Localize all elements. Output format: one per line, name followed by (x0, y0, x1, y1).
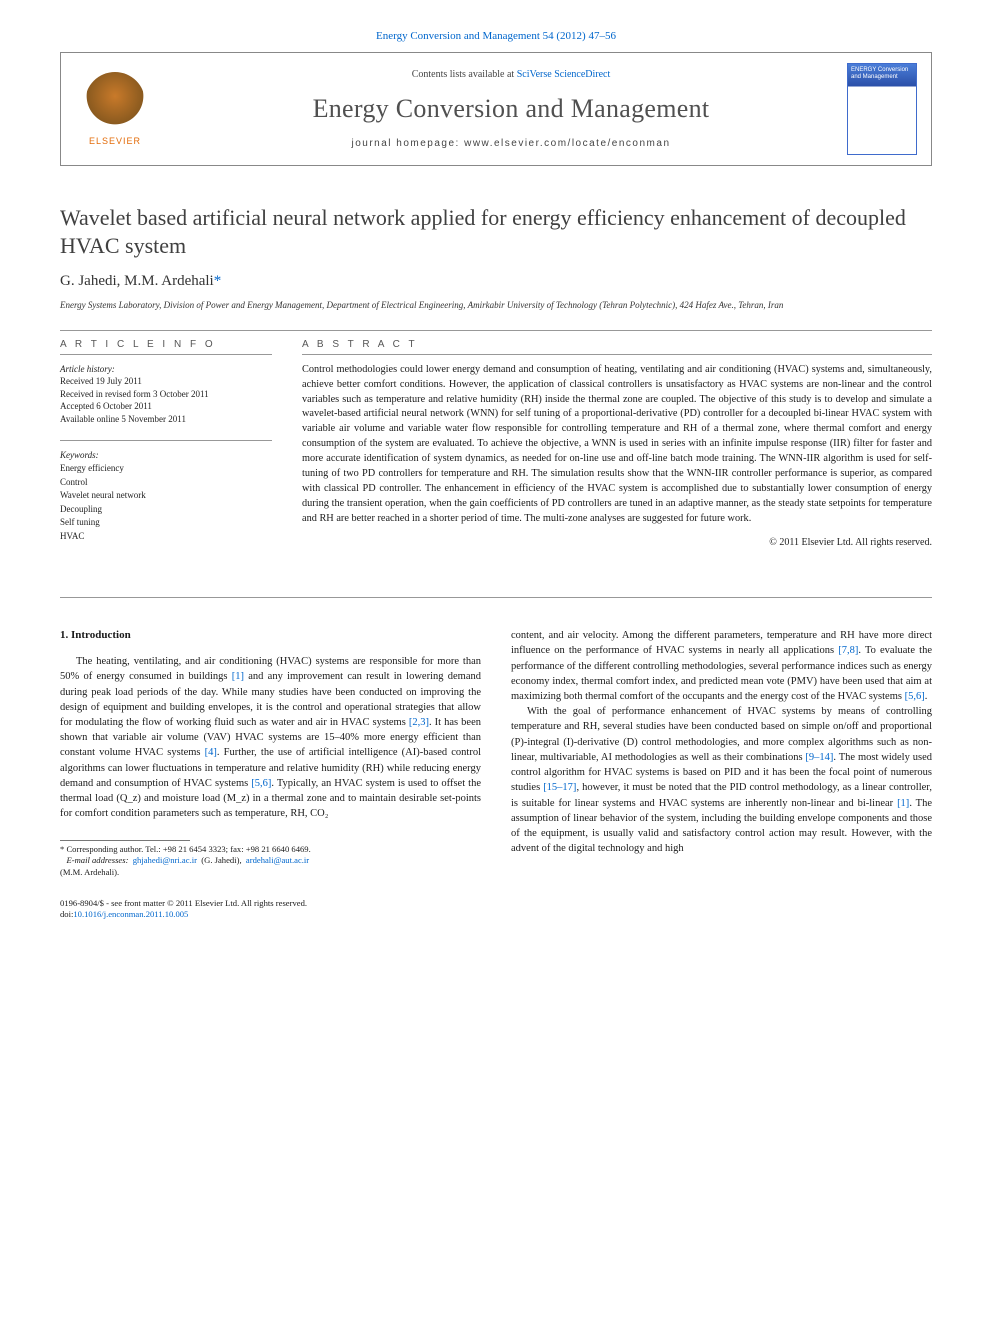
journal-name: Energy Conversion and Management (175, 94, 847, 124)
article-info-label: A R T I C L E I N F O (60, 339, 272, 350)
email-owner: (G. Jahedi), (201, 855, 241, 865)
history-label: Article history: (60, 364, 115, 374)
footnote-separator (60, 840, 190, 841)
online-line: Available online 5 November 2011 (60, 414, 186, 424)
corresponding-marker: * (214, 273, 222, 289)
keyword-item: Self tuning (60, 517, 100, 527)
email-label: E-mail addresses: (66, 855, 128, 865)
keyword-item: Decoupling (60, 504, 102, 514)
citation-link[interactable]: [1] (232, 671, 244, 682)
journal-header-box: ELSEVIER Contents lists available at Sci… (60, 52, 932, 166)
abstract-text: Control methodologies could lower energy… (302, 354, 932, 527)
body-column-left: 1. Introduction The heating, ventilating… (60, 628, 481, 878)
contents-available-line: Contents lists available at SciVerse Sci… (175, 69, 847, 80)
info-abstract-row: A R T I C L E I N F O Article history: R… (60, 339, 932, 557)
homepage-prefix: journal homepage: (351, 138, 464, 149)
journal-reference-link[interactable]: Energy Conversion and Management 54 (201… (60, 30, 932, 42)
cover-label: ENERGY Conversion and Management (851, 67, 913, 80)
body-text: . (925, 691, 928, 702)
doi-link[interactable]: 10.1016/j.enconman.2011.10.005 (73, 909, 188, 919)
citation-link[interactable]: [1] (897, 798, 909, 809)
citation-link[interactable]: [9–14] (805, 752, 833, 763)
abstract-label: A B S T R A C T (302, 339, 932, 350)
keyword-item: HVAC (60, 531, 84, 541)
article-info-column: A R T I C L E I N F O Article history: R… (60, 339, 272, 557)
keyword-item: Control (60, 477, 88, 487)
citation-link[interactable]: [5,6] (905, 691, 925, 702)
affiliation: Energy Systems Laboratory, Division of P… (60, 300, 932, 312)
body-columns: 1. Introduction The heating, ventilating… (60, 628, 932, 878)
received-line: Received 19 July 2011 (60, 376, 142, 386)
body-column-right: content, and air velocity. Among the dif… (511, 628, 932, 878)
citation-link[interactable]: [5,6] (251, 778, 271, 789)
author-email-link[interactable]: ghjahedi@nri.ac.ir (133, 855, 197, 865)
elsevier-logo: ELSEVIER (75, 64, 155, 154)
journal-homepage-line: journal homepage: www.elsevier.com/locat… (175, 138, 847, 149)
sciencedirect-link[interactable]: SciVerse ScienceDirect (517, 69, 611, 80)
front-matter-line: 0196-8904/$ - see front matter © 2011 El… (60, 898, 307, 908)
journal-cover-thumbnail: ENERGY Conversion and Management (847, 63, 917, 155)
keywords-block: Keywords: Energy efficiency Control Wave… (60, 440, 272, 544)
author-email-link[interactable]: ardehali@aut.ac.ir (246, 855, 309, 865)
body-paragraph: content, and air velocity. Among the dif… (511, 628, 932, 704)
article-title: Wavelet based artificial neural network … (60, 204, 932, 259)
publisher-name: ELSEVIER (89, 136, 141, 146)
citation-link[interactable]: [2,3] (409, 717, 429, 728)
elsevier-tree-icon (85, 72, 145, 132)
revised-line: Received in revised form 3 October 2011 (60, 389, 209, 399)
divider (60, 597, 932, 598)
footer-metadata: 0196-8904/$ - see front matter © 2011 El… (60, 898, 932, 920)
corr-line: * Corresponding author. Tel.: +98 21 645… (60, 844, 311, 854)
corresponding-author-footnote: * Corresponding author. Tel.: +98 21 645… (60, 844, 481, 879)
contents-prefix: Contents lists available at (412, 69, 517, 80)
doi-label: doi: (60, 909, 73, 919)
section-heading: 1. Introduction (60, 628, 481, 644)
keyword-item: Wavelet neural network (60, 490, 146, 500)
keyword-item: Energy efficiency (60, 463, 124, 473)
authors-line: G. Jahedi, M.M. Ardehali* (60, 273, 932, 290)
email-owner: (M.M. Ardehali). (60, 867, 119, 877)
citation-link[interactable]: [15–17] (543, 782, 576, 793)
homepage-url[interactable]: www.elsevier.com/locate/enconman (464, 138, 670, 149)
author-names: G. Jahedi, M.M. Ardehali (60, 273, 214, 289)
citation-link[interactable]: [4] (205, 747, 217, 758)
article-history-block: Article history: Received 19 July 2011 R… (60, 354, 272, 426)
abstract-copyright: © 2011 Elsevier Ltd. All rights reserved… (302, 537, 932, 548)
abstract-column: A B S T R A C T Control methodologies co… (302, 339, 932, 557)
accepted-line: Accepted 6 October 2011 (60, 401, 152, 411)
keywords-label: Keywords: (60, 450, 99, 460)
divider (60, 330, 932, 331)
citation-link[interactable]: [7,8] (838, 645, 858, 656)
body-paragraph: With the goal of performance enhancement… (511, 704, 932, 856)
header-center: Contents lists available at SciVerse Sci… (175, 69, 847, 149)
body-paragraph: The heating, ventilating, and air condit… (60, 654, 481, 821)
